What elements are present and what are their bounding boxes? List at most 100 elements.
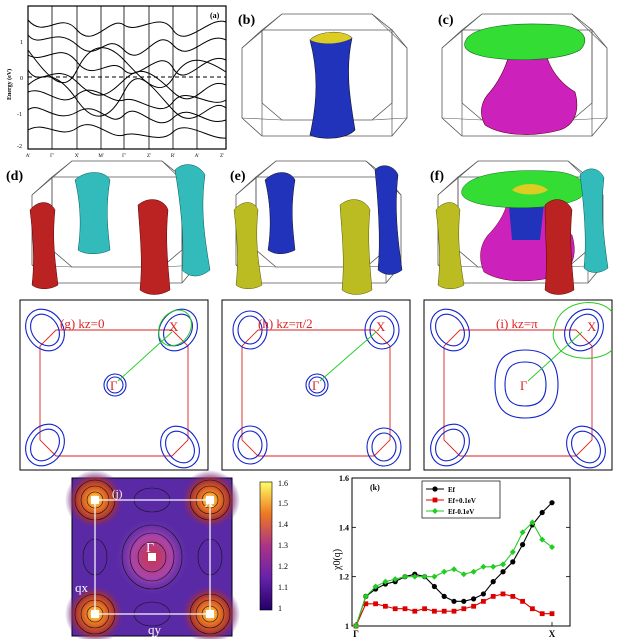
panel-h-fermi-contours: (h) kz=π/2 Γ X [221,299,411,471]
data-point [490,579,496,585]
panel-b-label: (b) [238,13,255,28]
data-point [363,601,369,607]
data-point [402,573,408,580]
marker [206,610,214,618]
x-tick-label: X [549,629,556,639]
fermi-sheet-yellow [233,202,263,289]
data-point [422,606,427,612]
data-point [402,606,408,612]
data-point [353,623,359,629]
data-point [500,561,506,568]
panel-g-frame [19,299,209,471]
panel-a-label: (a) [210,11,220,20]
data-point [441,593,447,600]
colorbar-tick: 1.5 [278,499,288,508]
marker [206,496,214,504]
panel-a-xtick: Γ' [50,154,54,159]
panel-k-ylabel: χ0(q) [332,549,343,571]
data-point [373,601,378,607]
panel-a-xtick: M' [98,154,103,159]
y-tick-label: 1.4 [339,523,349,532]
bz-boundary [241,329,391,457]
data-point [519,529,526,536]
data-point [421,573,428,580]
data-point [490,563,497,570]
data-point [471,603,476,609]
colorbar-tick: 1.6 [278,479,288,488]
fermi-sheet-blue [309,31,356,139]
panel-e-fermi-surface: (e) [230,160,403,295]
data-point [451,598,457,604]
panel-b-fermi-surface: (b) [238,13,408,139]
data-point [500,591,506,597]
data-point [461,598,467,604]
data-point [441,568,448,575]
x-point-label: X [169,319,179,334]
panel-d-fermi-surface: (d) [6,160,211,295]
data-point [461,606,467,612]
data-point [412,608,418,614]
data-point [471,596,477,602]
x-point-label: X [587,319,597,334]
fermi-contours [430,308,606,469]
x-point-label: X [204,496,214,511]
panel-a-ytick: 1 [20,40,23,46]
panel-f-fermi-surface: (f) [430,160,609,295]
fermi-contours-green [552,302,613,359]
fermi-sheet-green [464,23,585,61]
panel-f-label: (f) [430,169,444,184]
fermi-sheet-cyan [579,168,609,273]
marker [148,553,156,561]
data-point [490,594,496,599]
panel-i-title: (i) kz=π [496,316,538,331]
panel-a-xtick: Z' [220,154,224,159]
data-point [451,608,457,614]
nesting-vector [527,331,583,382]
data-point [539,611,545,617]
panel-a-ytick: -2 [17,144,22,150]
data-point [362,593,369,600]
panel-a-xtick: Γ' [122,154,126,159]
qx-label: qx [75,580,89,595]
panel-i-fermi-contours: (i) kz=π Γ X [423,299,613,471]
data-point [529,519,536,526]
colorbar-tick: 1 [278,604,282,613]
legend-marker [432,486,438,492]
panel-j-label: (j) [112,488,123,500]
legend-label: Ef-0.1eV [448,508,474,516]
data-point [382,578,389,585]
data-point [549,611,555,617]
panel-a-ytick: 0 [20,76,23,82]
data-point [372,583,379,590]
fermi-contours-green [158,309,192,347]
fermi-sheet-red [29,202,59,289]
data-point [520,598,525,604]
data-point [480,563,487,570]
marker [91,496,99,504]
panel-c-label: (c) [438,13,454,28]
data-point [520,542,526,548]
legend-label: Ef+0.1eV [448,497,476,505]
panel-g-fermi-contours: (g) kz=0 Γ X [19,299,209,471]
fermi-sheet-red [137,199,171,295]
panel-d-label: (d) [6,169,23,184]
data-point [460,571,467,578]
y-tick-label: 1.6 [339,474,349,483]
y-tick-label: 1.2 [339,573,349,582]
x-tick-label: Γ [353,629,359,639]
fermi-contours [25,308,200,469]
y-tick-label: 1 [345,622,349,631]
data-point [470,568,477,575]
colorbar-tick: 1.4 [278,520,288,529]
fermi-sheet-cyan [74,172,111,254]
panel-g-title: (g) kz=0 [60,316,105,331]
fermi-sheet-blue [264,172,296,254]
fermi-sheet-blue [374,165,403,275]
data-point [539,536,546,543]
band-curves [27,19,227,139]
data-point [510,594,516,599]
panel-h-frame [221,299,411,471]
gamma-point-label: Γ [110,378,118,393]
data-point [392,606,398,612]
